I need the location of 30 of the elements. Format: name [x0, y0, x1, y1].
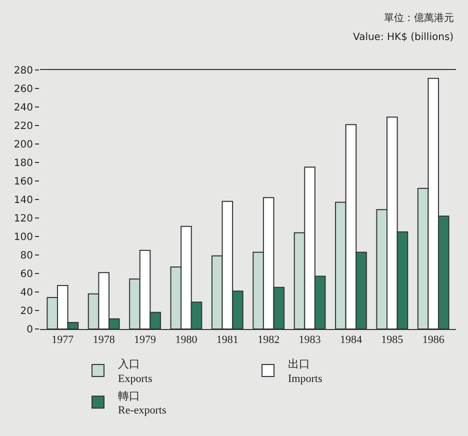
legend-label: 入口 Exports: [118, 358, 152, 385]
x-tick-label: 1977: [52, 334, 74, 346]
y-tick-label: 200: [14, 140, 33, 150]
y-tick-label: 180: [14, 158, 33, 169]
x-tick-label: 1985: [381, 334, 404, 346]
legend-label: 出口 Imports: [288, 358, 322, 385]
x-tick-label: 1982: [258, 334, 280, 346]
x-tick-label: 1980: [175, 334, 198, 346]
y-tick-label: 260: [14, 84, 33, 95]
text: 單位：億萬港元: [384, 12, 454, 24]
y-tick-label: 0: [26, 324, 33, 336]
y-tick-label: 40: [20, 288, 33, 298]
y-tick-label: 140: [14, 195, 33, 206]
x-tick-label: 1986: [422, 334, 445, 346]
y-tick-label: 80: [20, 250, 33, 262]
legend-label: 轉口 Re-exports: [118, 390, 166, 417]
y-tick-label: 240: [14, 102, 33, 114]
y-tick-label: 20: [20, 306, 33, 317]
y-tick-label: 220: [14, 121, 33, 132]
y-tick-label: 60: [20, 269, 33, 280]
x-tick-label: 1978: [92, 334, 116, 346]
y-tick-label: 160: [14, 176, 33, 188]
x-tick-label: 1983: [298, 334, 322, 346]
y-tick-label: 120: [14, 214, 33, 224]
x-tick-label: 1979: [134, 334, 157, 346]
y-tick-label: 100: [14, 232, 33, 243]
text: Value: HK$ (billions): [353, 32, 454, 43]
y-tick-label: 280: [14, 66, 33, 76]
x-tick-label: 1981: [216, 334, 238, 346]
x-tick-label: 1984: [340, 334, 362, 346]
